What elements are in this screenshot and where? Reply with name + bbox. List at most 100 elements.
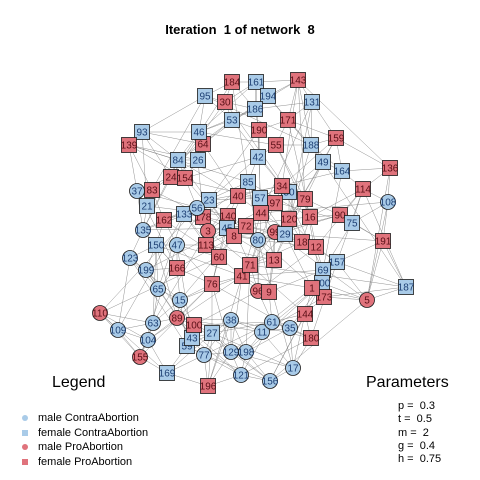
node-label: 129 (223, 348, 240, 359)
node-square (268, 137, 284, 153)
network-node-123: 123 (122, 250, 139, 266)
network-node-169: 169 (159, 365, 176, 381)
network-node-15: 15 (172, 292, 188, 308)
network-edge (205, 244, 275, 261)
network-node-139: 139 (121, 137, 138, 153)
node-label: 49 (317, 158, 329, 169)
network-edge (287, 119, 337, 139)
node-circle (138, 262, 154, 278)
node-circle (122, 250, 138, 266)
node-label: 77 (198, 351, 210, 362)
node-square (197, 88, 213, 104)
node-square (211, 249, 227, 265)
network-edge (281, 79, 299, 187)
node-square (375, 233, 391, 249)
node-label: 8 (231, 232, 237, 243)
node-label: 43 (186, 334, 198, 345)
node-circle (250, 232, 266, 248)
node-label: 34 (276, 182, 288, 193)
node-label: 57 (254, 194, 266, 205)
network-node-131: 131 (304, 94, 321, 110)
node-square (159, 365, 175, 381)
node-label: 71 (244, 261, 256, 272)
node-square (303, 137, 319, 153)
square-icon (18, 426, 32, 440)
network-node-47: 47 (169, 237, 185, 253)
network-node-136: 136 (382, 160, 399, 176)
network-edge (288, 161, 324, 220)
node-label: 113 (198, 241, 214, 252)
node-label: 157 (329, 258, 346, 269)
node-label: 63 (147, 319, 159, 330)
node-label: 109 (110, 326, 127, 337)
node-circle (262, 373, 278, 389)
network-node-173: 173 (316, 289, 333, 305)
network-node-60: 60 (211, 249, 227, 265)
network-node-11: 11 (254, 324, 270, 340)
node-square (304, 280, 320, 296)
network-edge (336, 261, 407, 288)
network-node-113: 113 (198, 237, 214, 253)
network-edge (261, 331, 294, 369)
node-label: 121 (233, 371, 250, 382)
node-square (308, 239, 324, 255)
network-edge (155, 244, 243, 277)
node-label: 60 (213, 253, 225, 264)
node-square (334, 163, 350, 179)
node-label: 190 (251, 126, 268, 137)
node-label: 27 (206, 329, 218, 340)
node-square (304, 94, 320, 110)
network-edge (241, 275, 313, 289)
node-label: 95 (199, 92, 211, 103)
node-label: 171 (280, 116, 297, 127)
node-label: 64 (197, 140, 209, 151)
network-edge (297, 79, 306, 200)
node-circle (150, 281, 166, 297)
legend: male ContraAbortion female ContraAbortio… (18, 411, 148, 469)
network-edge (203, 354, 271, 382)
node-label: 15 (174, 296, 186, 307)
node-square (281, 211, 297, 227)
network-edge (99, 207, 198, 314)
node-label: 9 (266, 288, 272, 299)
node-square (290, 72, 306, 88)
network-node-108: 108 (380, 194, 397, 210)
node-square (200, 378, 216, 394)
network-edge (157, 213, 185, 290)
node-square (344, 215, 360, 231)
network-node-90: 90 (332, 207, 348, 223)
node-label: 46 (193, 128, 205, 139)
node-label: 162 (156, 216, 173, 227)
network-node-155: 155 (132, 349, 149, 365)
network-edge (257, 246, 317, 292)
network-node-157: 157 (329, 254, 346, 270)
network-edge (191, 337, 242, 376)
network-edge (211, 283, 232, 353)
network-node-104: 104 (140, 332, 157, 348)
network-node-196: 196 (200, 378, 217, 394)
network-node-13: 13 (266, 252, 282, 268)
node-label: 69 (317, 266, 329, 277)
network-node-194: 194 (260, 88, 277, 104)
node-label: 184 (224, 78, 241, 89)
network-node-34: 34 (274, 178, 290, 194)
network-node-12: 12 (308, 239, 324, 255)
node-circle (196, 347, 212, 363)
network-node-44: 44 (253, 205, 269, 221)
node-label: 35 (284, 324, 296, 335)
node-label: 169 (159, 369, 176, 380)
network-node-5: 5 (359, 292, 375, 308)
parameters-list: p = 0.3 t = 0.5 m = 2 g = 0.4 h = 0.75 (398, 400, 441, 466)
node-circle (233, 367, 249, 383)
node-label: 187 (398, 283, 415, 294)
network-node-56: 56 (189, 200, 205, 216)
node-label: 5 (364, 296, 370, 307)
node-label: 72 (240, 222, 252, 233)
network-node-154: 154 (177, 170, 194, 186)
node-square (198, 237, 214, 253)
node-label: 114 (355, 185, 371, 196)
network-node-89: 89 (169, 310, 185, 326)
node-circle (223, 312, 239, 328)
node-label: 108 (380, 198, 397, 209)
network-edge (151, 95, 206, 191)
